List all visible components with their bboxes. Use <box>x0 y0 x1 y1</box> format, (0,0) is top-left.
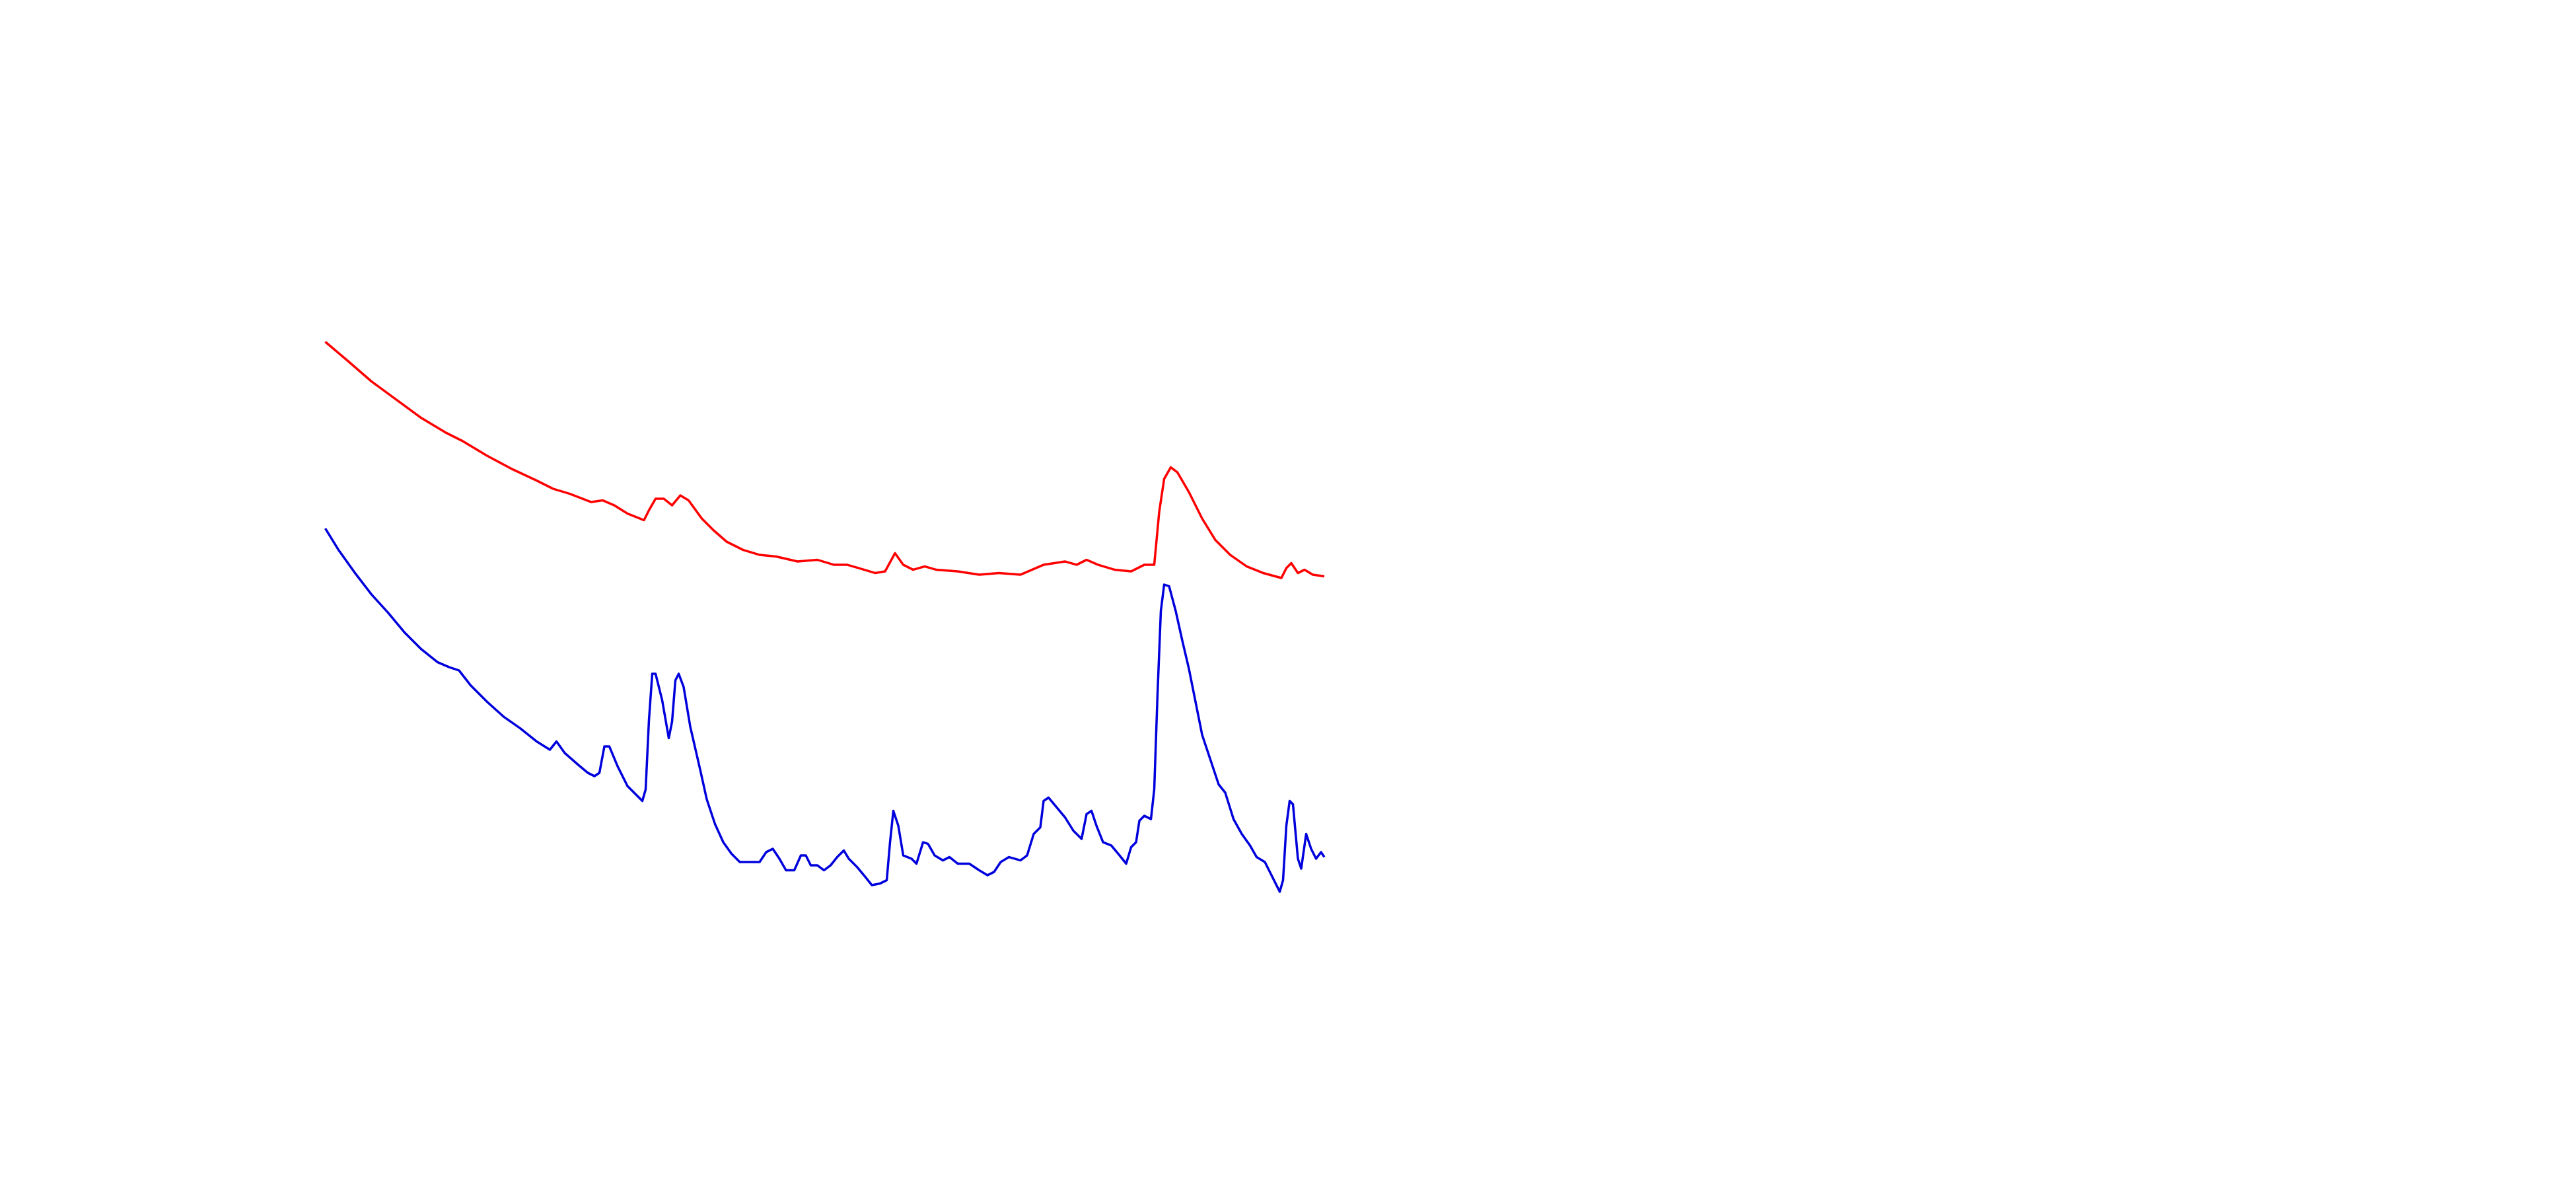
data-line <box>324 341 1325 579</box>
data-line <box>324 528 1326 893</box>
